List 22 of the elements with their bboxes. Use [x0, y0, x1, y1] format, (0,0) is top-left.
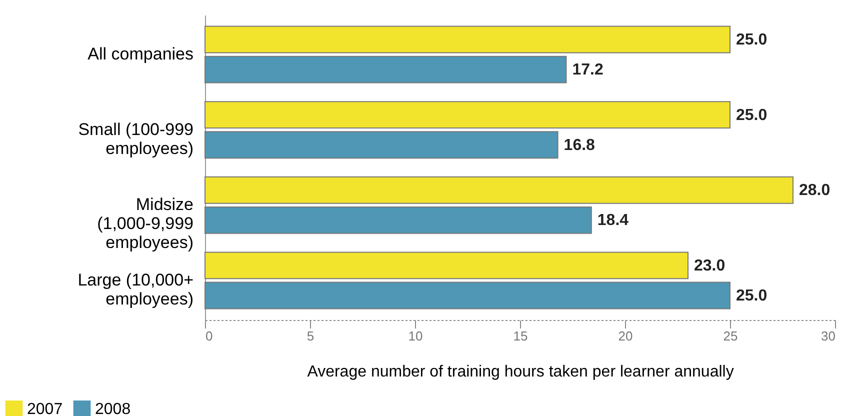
x-tick-label: 0	[206, 328, 213, 344]
x-axis-title: Average number of training hours taken per learner annually	[307, 364, 734, 380]
x-tick-label: 20	[618, 328, 633, 344]
y-tick-label: Large (10,000+ employees)	[78, 270, 194, 308]
data-label: 25.0	[736, 287, 768, 304]
x-tick-label: 10	[408, 328, 423, 344]
data-label: 25.0	[736, 106, 768, 124]
x-tick-label: 25	[723, 328, 738, 344]
data-label: 18.4	[597, 212, 629, 230]
data-label: 28.0	[799, 182, 830, 200]
x-tick-label: 5	[306, 328, 314, 344]
y-tick-label: Midsize (1,000-9,999 employees)	[97, 195, 194, 252]
data-label: 16.8	[564, 136, 596, 154]
x-tick-label: 15	[513, 328, 528, 344]
data-label: 23.0	[694, 257, 726, 274]
data-label: 17.2	[572, 62, 604, 79]
y-tick-label: Small (100-999 employees)	[78, 120, 194, 158]
legend-label: 2007	[27, 401, 63, 416]
y-tick-label: All companies	[88, 44, 194, 64]
x-tick-label: 30	[821, 328, 836, 344]
legend-label: 2008	[95, 401, 131, 416]
data-label: 25.0	[736, 32, 768, 49]
